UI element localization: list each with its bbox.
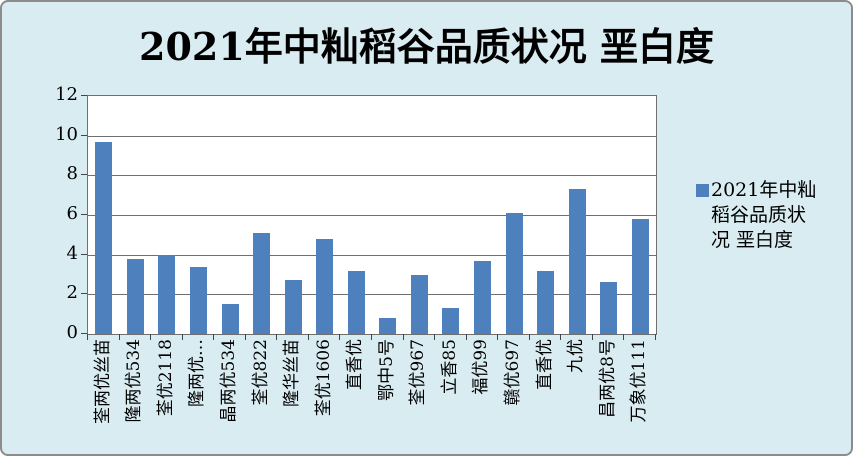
bar-隆两优534 <box>126 258 144 334</box>
bar-直香优 <box>347 270 365 334</box>
x-axis-tick <box>560 334 562 340</box>
x-axis-tick <box>87 334 88 340</box>
legend-label-line-3: 况 垩白度 <box>711 229 794 251</box>
x-axis-label-昌两优8号: 昌两优8号 <box>597 339 618 418</box>
x-axis-label-万象优111: 万象优111 <box>629 339 650 423</box>
gridline-4 <box>88 254 656 256</box>
y-axis-label-6: 6 <box>66 203 78 224</box>
x-axis-tick <box>623 334 625 340</box>
x-axis-label-隆两优…: 隆两优… <box>187 339 208 407</box>
y-axis-tick <box>81 214 87 215</box>
legend-label: 2021年中籼 稻谷品质状况 垩白度 <box>711 178 816 253</box>
x-axis-label-直香优: 直香优 <box>534 339 555 390</box>
legend-label-line-1: 2021年中籼 <box>711 179 817 201</box>
bar-荃优822 <box>253 232 271 334</box>
x-axis-tick <box>244 334 246 340</box>
x-axis-label-九优: 九优 <box>566 339 587 373</box>
x-axis-tick <box>655 334 656 340</box>
bar-荃优2118 <box>158 254 176 334</box>
gridline-6 <box>88 215 656 216</box>
chart-title: 2021年中籼稻谷品质状况 垩白度 <box>139 24 714 69</box>
x-axis-tick <box>213 334 215 340</box>
x-axis-label-隆两优534: 隆两优534 <box>124 339 145 423</box>
legend: 2021年中籼 稻谷品质状况 垩白度 <box>696 178 816 253</box>
bar-直香优 <box>537 270 555 334</box>
x-axis-tick <box>150 334 152 340</box>
bar-荃优1606 <box>316 238 334 334</box>
y-axis-label-2: 2 <box>66 282 78 304</box>
x-axis-tick <box>371 334 372 340</box>
bar-荃两优丝苗 <box>95 141 113 334</box>
x-axis-label-立香85: 立香85 <box>439 339 460 395</box>
x-axis-label-荃优822: 荃优822 <box>250 339 271 406</box>
x-axis-label-晶两优534: 晶两优534 <box>219 339 239 423</box>
x-axis-label-荃优967: 荃优967 <box>408 339 429 406</box>
bar-晶两优534 <box>221 304 239 334</box>
x-axis-tick <box>339 334 341 340</box>
bar-荃优967 <box>410 274 428 334</box>
gridline-2 <box>88 294 656 296</box>
x-axis-label-直香优: 直香优 <box>345 339 366 390</box>
gridline-10 <box>88 135 656 137</box>
bar-隆华丝苗 <box>284 280 302 334</box>
x-axis-label-鄂中5号: 鄂中5号 <box>376 339 397 401</box>
y-axis-tick <box>81 174 87 176</box>
y-axis-label-4: 4 <box>66 242 78 264</box>
bar-九优 <box>568 189 586 334</box>
x-axis-tick <box>402 334 404 340</box>
bar-昌两优8号 <box>600 282 618 334</box>
y-axis-label-10: 10 <box>55 123 78 145</box>
gridline-8 <box>88 175 656 177</box>
x-axis-tick <box>465 334 467 340</box>
bar-鄂中5号 <box>379 318 397 334</box>
x-axis-tick <box>118 334 120 340</box>
bar-立香85 <box>442 308 460 334</box>
y-axis-tick <box>81 333 87 334</box>
x-axis-label-隆华丝苗: 隆华丝苗 <box>282 339 303 407</box>
legend-marker-icon <box>696 184 709 197</box>
x-axis-label-赣优697: 赣优697 <box>503 339 523 406</box>
x-axis-tick <box>181 334 183 340</box>
y-axis-tick <box>81 134 87 136</box>
legend-label-line-2: 稻谷品质状 <box>711 204 807 226</box>
y-axis-label-8: 8 <box>66 163 78 185</box>
y-axis-tick <box>81 253 87 255</box>
x-axis-label-荃优1606: 荃优1606 <box>313 339 334 417</box>
x-axis-tick <box>497 334 499 340</box>
plot-area <box>87 95 657 335</box>
x-axis-tick <box>307 334 309 340</box>
bar-隆两优… <box>189 266 207 334</box>
x-axis-label-荃两优丝苗: 荃两优丝苗 <box>92 339 113 424</box>
bar-赣优697 <box>505 213 523 334</box>
x-axis-label-福优99: 福优99 <box>471 339 492 395</box>
x-axis-tick <box>528 334 530 340</box>
y-axis-tick <box>81 95 87 96</box>
x-axis-tick <box>276 334 278 340</box>
x-axis-tick <box>434 334 436 340</box>
y-axis-tick <box>81 293 87 295</box>
y-axis-label-0: 0 <box>66 322 78 343</box>
x-axis-label-荃优2118: 荃优2118 <box>155 339 176 417</box>
bar-万象优111 <box>631 218 649 334</box>
x-axis-tick <box>591 334 593 340</box>
y-axis-label-12: 12 <box>55 84 78 105</box>
bar-福优99 <box>473 260 491 334</box>
